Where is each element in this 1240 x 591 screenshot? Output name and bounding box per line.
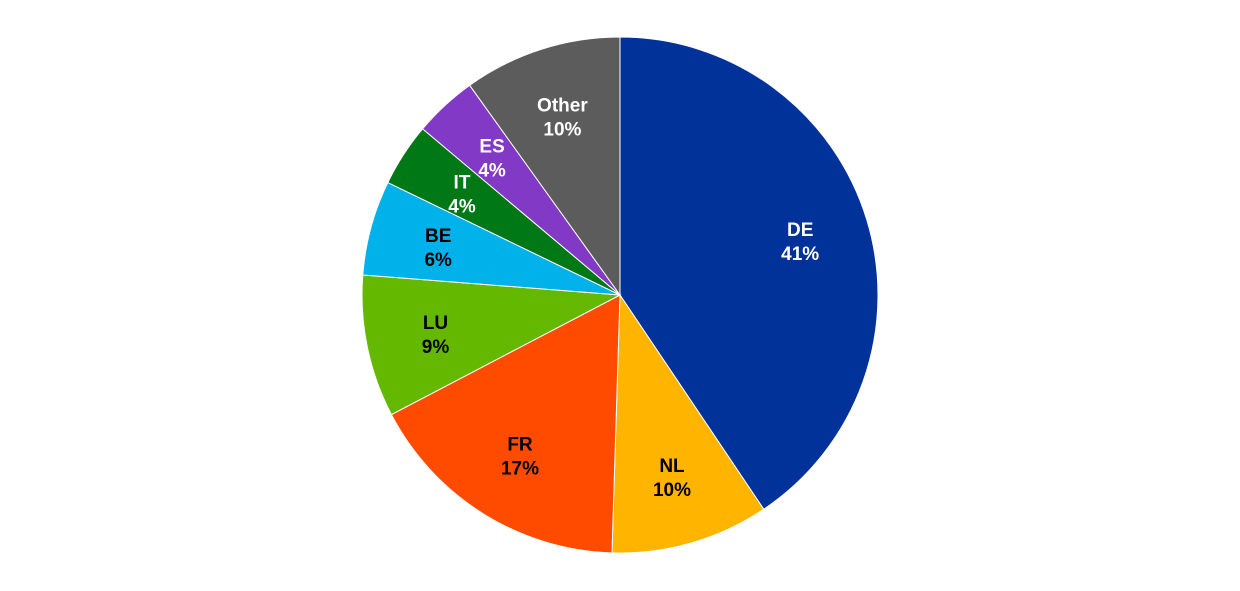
slice-label-it: IT 4% [448,173,476,218]
slice-label-es: ES 4% [478,137,506,182]
slice-label-lu: LU 9% [422,313,450,358]
pie-slices [361,36,879,554]
pie-slice-other [468,36,621,297]
slice-category-label: Other [537,96,588,117]
slice-category-label: BE [425,226,451,247]
pie-slice-nl [611,293,765,554]
slice-value-label: 10% [653,480,691,501]
slice-value-label: 6% [424,250,452,271]
slice-value-label: 17% [501,459,539,480]
slice-label-nl: NL 10% [653,456,691,501]
slice-value-label: 41% [781,244,819,265]
slice-category-label: ES [479,137,504,158]
slice-label-fr: FR 17% [501,435,539,480]
slice-label-be: BE 6% [424,226,452,271]
slice-category-label: LU [423,313,448,334]
slice-value-label: 4% [448,197,476,218]
slice-label-de: DE 41% [781,220,819,265]
pie-slice-fr [390,294,621,554]
slice-value-label: 10% [543,120,581,141]
pie-slice-de [619,36,879,510]
slice-label-other: Other 10% [537,96,588,141]
slice-category-label: FR [507,435,533,456]
slice-category-label: IT [454,173,471,194]
slice-value-label: 9% [422,337,450,358]
slice-category-label: DE [787,220,813,241]
pie-labels: DE 41% NL 10% FR 17% LU 9% BE 6% IT 4% ES 4% Other 10% [422,96,820,501]
pie-slice-lu [361,274,622,416]
slice-category-label: NL [659,456,685,477]
slice-value-label: 4% [478,161,506,182]
